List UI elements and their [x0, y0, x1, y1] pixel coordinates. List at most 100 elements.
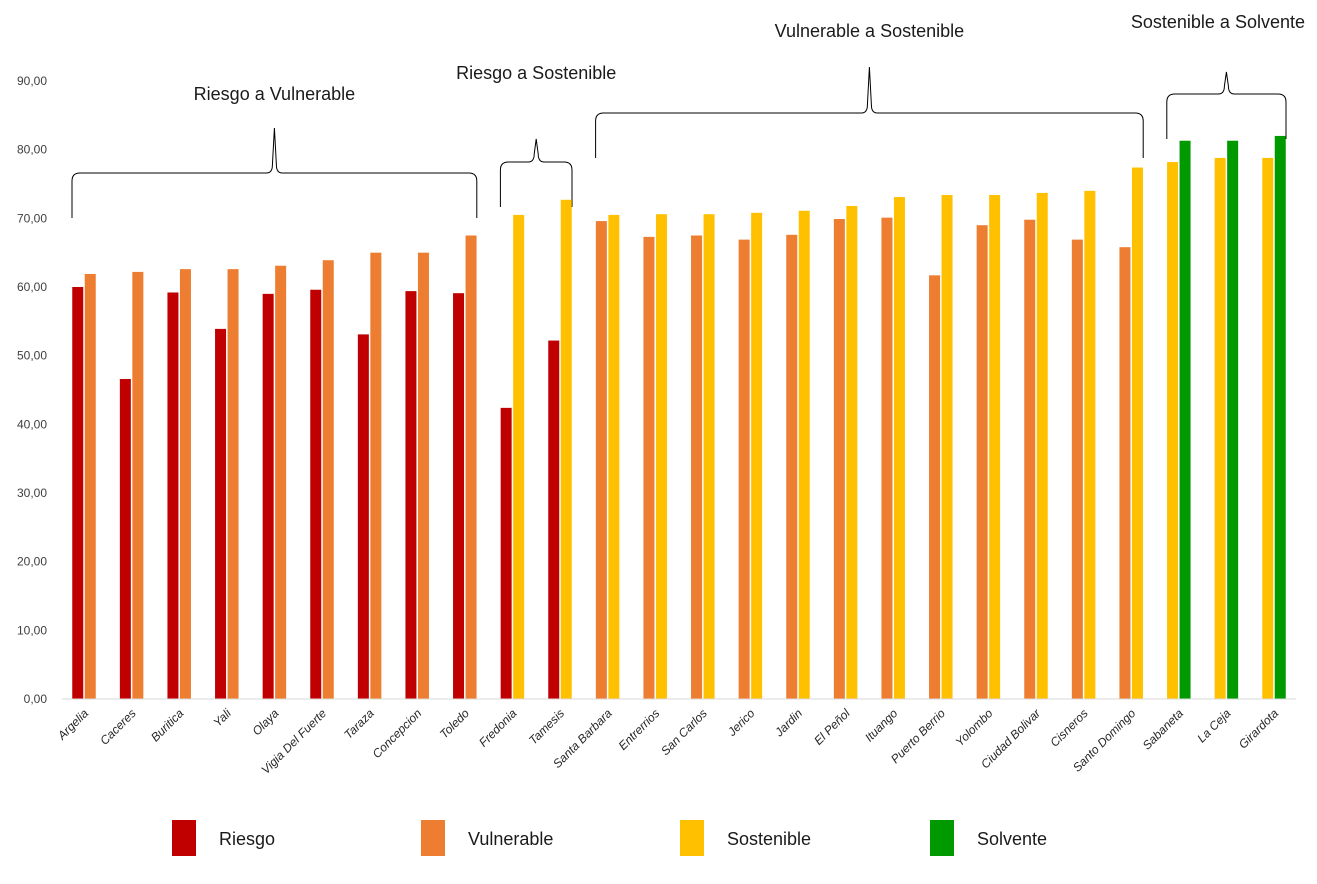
group-brackets: Riesgo a Vulnerable Riesgo a Sostenible Vu…: [71, 12, 1305, 218]
legend-label-solvente: Solvente: [977, 829, 1047, 849]
bar-jerico-second-sostenible: [751, 212, 763, 699]
bar-ciudad-bolivar-first-vulnerable: [1024, 219, 1036, 699]
bar-girardota-first-sostenible: [1262, 157, 1274, 699]
legend-label-sostenible: Sostenible: [727, 829, 811, 849]
category-label-concepcion: Concepcion: [370, 706, 425, 761]
bar-concepcion-first-riesgo: [405, 291, 417, 699]
category-label-argelia: Argelia: [54, 706, 91, 743]
category-label-la-ceja: La Ceja: [1194, 706, 1233, 745]
bar-ciudad-bolivar-second-sostenible: [1036, 192, 1048, 699]
bar-fredonia-second-sostenible: [513, 214, 525, 699]
bracket-label-vulnerable-a-sostenible: Vulnerable a Sostenible: [775, 21, 964, 41]
bar-buritica-second-vulnerable: [179, 269, 191, 699]
bar-concepcion-second-vulnerable: [417, 252, 429, 699]
bar-caceres-second-vulnerable: [132, 271, 144, 699]
bar-san-carlos-second-sostenible: [703, 214, 715, 700]
bar-el-penol-second-sostenible: [846, 205, 858, 699]
bar-yali-first-riesgo: [215, 328, 227, 699]
bar-la-ceja-first-sostenible: [1214, 157, 1226, 699]
bar-fredonia-first-riesgo: [500, 407, 512, 699]
legend: Riesgo Vulnerable Sostenible Solvente: [172, 820, 1047, 856]
category-label-cisneros: Cisneros: [1047, 706, 1090, 749]
category-label-buritica: Buritica: [148, 706, 186, 744]
category-label-tamesis: Tamesis: [526, 706, 567, 747]
category-label-olaya: Olaya: [249, 706, 281, 738]
y-tick-label: 30,00: [17, 486, 47, 500]
bracket-label-riesgo-a-sostenible: Riesgo a Sostenible: [456, 63, 616, 83]
bar-el-penol-first-vulnerable: [833, 219, 845, 699]
bars: [72, 135, 1286, 700]
category-label-caceres: Caceres: [97, 706, 138, 747]
bar-olaya-second-vulnerable: [275, 265, 287, 699]
bar-santo-domingo-first-vulnerable: [1119, 247, 1131, 699]
legend-swatch-vulnerable: [421, 820, 445, 856]
category-label-ituango: Ituango: [862, 706, 900, 744]
bracket-sostenible-a-solvente: [1166, 71, 1287, 139]
bar-vigia-del-fuerte-second-vulnerable: [322, 260, 334, 699]
y-tick-label: 80,00: [17, 143, 47, 157]
bar-sabaneta-second-solvente: [1179, 140, 1191, 700]
bar-olaya-first-riesgo: [262, 293, 274, 699]
bar-tamesis-second-sostenible: [560, 199, 572, 699]
bar-santa-barbara-second-sostenible: [608, 214, 620, 699]
bar-toledo-first-riesgo: [453, 293, 465, 699]
bar-taraza-first-riesgo: [357, 334, 369, 699]
y-tick-label: 20,00: [17, 555, 47, 569]
bar-argelia-first-riesgo: [72, 287, 84, 699]
bar-entrerrios-second-sostenible: [655, 214, 667, 700]
bar-entrerrios-first-vulnerable: [643, 236, 655, 699]
bar-caceres-first-riesgo: [119, 379, 131, 699]
bar-buritica-first-riesgo: [167, 292, 179, 699]
legend-swatch-solvente: [930, 820, 954, 856]
bar-puerto-berrio-second-sostenible: [941, 194, 953, 699]
legend-swatch-sostenible: [680, 820, 704, 856]
legend-label-riesgo: Riesgo: [219, 829, 275, 849]
category-label-toledo: Toledo: [437, 706, 472, 741]
category-label-jardin: Jardin: [771, 706, 805, 740]
y-tick-label: 40,00: [17, 417, 47, 431]
category-label-san-carlos: San Carlos: [658, 706, 710, 758]
bar-santa-barbara-first-vulnerable: [595, 221, 607, 699]
category-label-yolombo: Yolombo: [953, 706, 996, 749]
bar-san-carlos-first-vulnerable: [691, 235, 703, 699]
bar-vigia-del-fuerte-first-riesgo: [310, 289, 322, 699]
bar-ituango-first-vulnerable: [881, 217, 893, 699]
legend-label-vulnerable: Vulnerable: [468, 829, 553, 849]
y-tick-label: 10,00: [17, 623, 47, 637]
category-label-el-penol: El Peñol: [811, 706, 853, 748]
bar-taraza-second-vulnerable: [370, 252, 382, 699]
category-label-yali: Yali: [210, 706, 234, 730]
bar-yolombo-first-vulnerable: [976, 225, 988, 699]
bracket-label-sostenible-a-solvente: Sostenible a Solvente: [1131, 12, 1305, 32]
bar-yali-second-vulnerable: [227, 269, 239, 699]
category-label-entrerrios: Entrerrios: [616, 706, 663, 753]
bracket-riesgo-a-sostenible: [499, 138, 573, 207]
bar-sabaneta-first-sostenible: [1167, 162, 1179, 699]
bar-girardota-second-solvente: [1274, 135, 1286, 699]
bar-santo-domingo-second-sostenible: [1131, 167, 1143, 699]
bar-cisneros-first-vulnerable: [1071, 239, 1083, 699]
bar-ituango-second-sostenible: [893, 197, 905, 699]
bracket-riesgo-a-vulnerable: [71, 127, 478, 218]
category-label-jerico: Jerico: [724, 706, 757, 739]
y-tick-label: 50,00: [17, 349, 47, 363]
bar-la-ceja-second-solvente: [1227, 140, 1239, 700]
y-tick-label: 60,00: [17, 280, 47, 294]
bar-cisneros-second-sostenible: [1084, 190, 1096, 699]
bar-tamesis-first-riesgo: [548, 340, 560, 699]
bar-argelia-second-vulnerable: [84, 273, 96, 699]
y-axis-ticks: 0,00 10,00 20,00 30,00 40,00 50,00 60,00 70,00 8…: [17, 74, 47, 706]
category-label-girardota: Girardota: [1236, 706, 1282, 752]
y-tick-label: 90,00: [17, 74, 47, 88]
bracket-vulnerable-a-sostenible: [595, 66, 1144, 158]
category-label-taraza: Taraza: [341, 706, 377, 742]
bar-yolombo-second-sostenible: [989, 194, 1001, 699]
category-label-sabaneta: Sabaneta: [1140, 706, 1186, 752]
y-tick-label: 0,00: [24, 692, 48, 706]
category-label-fredonia: Fredonia: [476, 706, 520, 750]
bar-jardin-first-vulnerable: [786, 234, 798, 699]
bar-jerico-first-vulnerable: [738, 239, 750, 699]
